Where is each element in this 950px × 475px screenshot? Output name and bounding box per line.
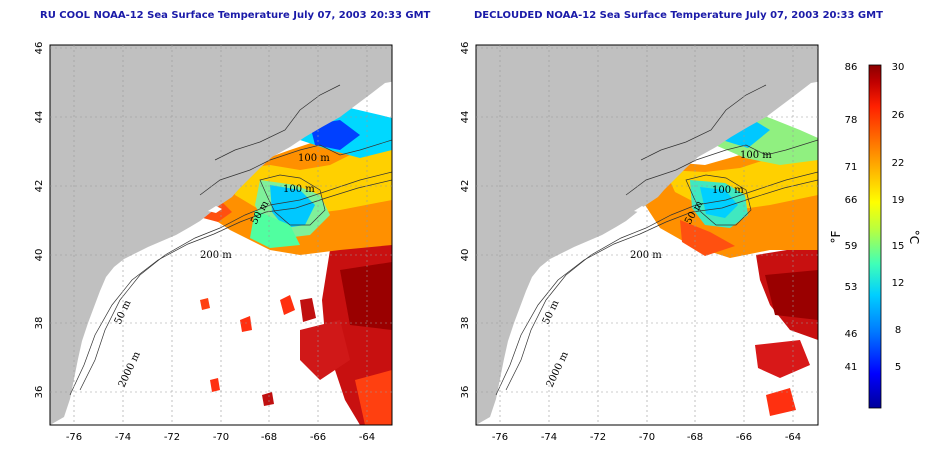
lat-tick: 44 [34, 111, 45, 124]
f-tick: 66 [845, 195, 858, 206]
lat-tick: 38 [34, 317, 45, 330]
lon-tick: -70 [213, 432, 229, 443]
graticule-right [476, 45, 818, 425]
lon-tick: -72 [164, 432, 180, 443]
f-tick: 41 [845, 362, 858, 373]
colorbar-top-f: 86 [845, 62, 858, 73]
graticule-left [50, 45, 392, 425]
lon-tick: -70 [639, 432, 655, 443]
f-tick: 46 [845, 329, 858, 340]
c-tick: 12 [892, 278, 905, 289]
c-tick: 22 [892, 158, 905, 169]
lon-tick: -66 [310, 432, 326, 443]
c-tick: 8 [895, 325, 901, 336]
lat-tick: 46 [34, 42, 45, 55]
lon-tick: -68 [261, 432, 277, 443]
c-tick: 5 [895, 362, 901, 373]
lat-tick: 42 [34, 180, 45, 193]
f-tick: 53 [845, 282, 858, 293]
lat-tick: 40 [34, 249, 45, 262]
lon-tick: -74 [541, 432, 557, 443]
contour-label-100m-a: 100 m [740, 150, 772, 161]
contour-label-100m-b: 100 m [712, 185, 744, 196]
f-tick: 78 [845, 115, 858, 126]
bathymetry-contours-left [69, 84, 392, 396]
lat-tick: 36 [34, 386, 45, 399]
colorbar-c-ticks: 26 22 19 15 12 8 5 [892, 110, 905, 373]
map-panel-right: 100 m 100 m 50 m 200 m 50 m 2000 m -76 -… [460, 42, 819, 443]
contour-label-200m: 200 m [200, 250, 232, 261]
lat-tick: 38 [460, 317, 471, 330]
sst-field-left [200, 55, 392, 425]
lat-ticks-left: 46 44 42 40 38 36 [34, 42, 45, 399]
f-tick: 71 [845, 162, 858, 173]
lon-tick: -68 [687, 432, 703, 443]
c-tick: 26 [892, 110, 905, 121]
lat-tick: 36 [460, 386, 471, 399]
contour-label-100m-a: 100 m [298, 153, 330, 164]
lon-tick: -76 [66, 432, 82, 443]
lon-tick: -66 [736, 432, 752, 443]
lon-tick: -64 [785, 432, 801, 443]
panel-title-left: RU COOL NOAA-12 Sea Surface Temperature … [40, 10, 431, 21]
colorbar-top-c: 30 [892, 62, 905, 73]
colorbar-gradient [868, 64, 882, 409]
colorbar-unit-c: °C [907, 230, 921, 244]
panel-title-right: DECLOUDED NOAA-12 Sea Surface Temperatur… [474, 10, 883, 21]
lon-tick: -76 [492, 432, 508, 443]
bathymetry-contours-right [495, 84, 818, 396]
lon-ticks-left: -76 -74 -72 -70 -68 -66 -64 [66, 432, 375, 443]
colorbar: 86 30 78 71 66 59 53 46 41 26 22 19 15 1… [829, 62, 921, 409]
lon-tick: -72 [590, 432, 606, 443]
lat-tick: 44 [460, 111, 471, 124]
lat-tick: 42 [460, 180, 471, 193]
c-tick: 15 [892, 241, 905, 252]
colorbar-unit-f: °F [829, 230, 843, 243]
contour-label-100m-b: 100 m [283, 184, 315, 195]
lat-tick: 40 [460, 249, 471, 262]
lon-ticks-right: -76 -74 -72 -70 -68 -66 -64 [492, 432, 801, 443]
colorbar-f-ticks: 78 71 66 59 53 46 41 [845, 115, 858, 373]
lat-ticks-right: 46 44 42 40 38 36 [460, 42, 471, 399]
contour-label-200m: 200 m [630, 250, 662, 261]
c-tick: 19 [892, 195, 905, 206]
lat-tick: 46 [460, 42, 471, 55]
lon-tick: -74 [115, 432, 131, 443]
lon-tick: -64 [359, 432, 375, 443]
map-panel-left: 100 m 100 m 50 m 200 m 50 m 2000 m -76 -… [34, 42, 393, 443]
f-tick: 59 [845, 241, 858, 252]
